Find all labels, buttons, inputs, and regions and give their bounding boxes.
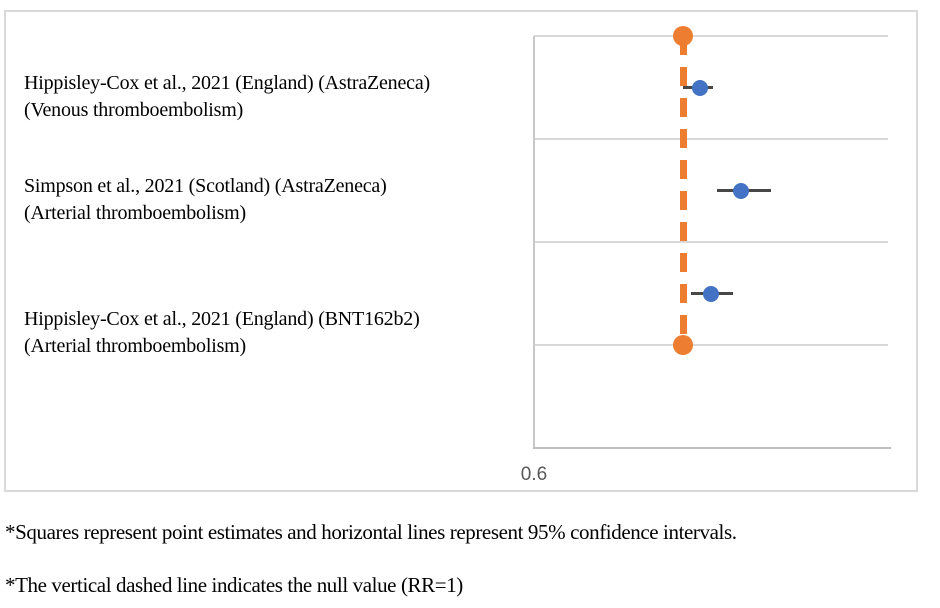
null-line-endpoint-marker bbox=[673, 335, 694, 355]
null-line-endpoint-marker bbox=[673, 26, 694, 46]
study-label-line2: (Venous thromboembolism) bbox=[24, 99, 244, 121]
study-label-hippisley-bnt162b2: Hippisley-Cox et al., 2021 (England) (BN… bbox=[24, 306, 532, 360]
study-label-line2: (Arterial thromboembolism) bbox=[24, 202, 246, 224]
forest-plot-figure: Hippisley-Cox et al., 2021 (England) (As… bbox=[4, 10, 918, 492]
point-estimate-marker bbox=[691, 79, 708, 96]
x-axis-line bbox=[533, 447, 891, 449]
y-axis-line bbox=[533, 36, 535, 448]
study-label-line2: (Arterial thromboembolism) bbox=[24, 335, 246, 357]
study-label-line1: Simpson et al., 2021 (Scotland) (AstraZe… bbox=[24, 175, 387, 197]
gridline bbox=[534, 344, 888, 346]
study-label-line1: Hippisley-Cox et al., 2021 (England) (BN… bbox=[24, 308, 420, 330]
study-label-hippisley-astrazeneca: Hippisley-Cox et al., 2021 (England) (As… bbox=[24, 70, 532, 124]
x-axis-tick-label: 0.6 bbox=[520, 464, 548, 485]
footnote-null-line: *The vertical dashed line indicates the … bbox=[5, 573, 463, 597]
gridline bbox=[534, 35, 888, 37]
footnote-point-estimates: *Squares represent point estimates and h… bbox=[5, 520, 737, 544]
gridline bbox=[534, 138, 888, 140]
study-label-simpson-astrazeneca: Simpson et al., 2021 (Scotland) (AstraZe… bbox=[24, 173, 532, 227]
point-estimate-marker bbox=[703, 285, 719, 302]
point-estimate-marker bbox=[732, 182, 749, 199]
plot-area bbox=[533, 26, 891, 449]
null-line-dashed bbox=[679, 36, 687, 345]
study-label-line1: Hippisley-Cox et al., 2021 (England) (As… bbox=[24, 72, 430, 94]
gridline bbox=[534, 241, 888, 243]
